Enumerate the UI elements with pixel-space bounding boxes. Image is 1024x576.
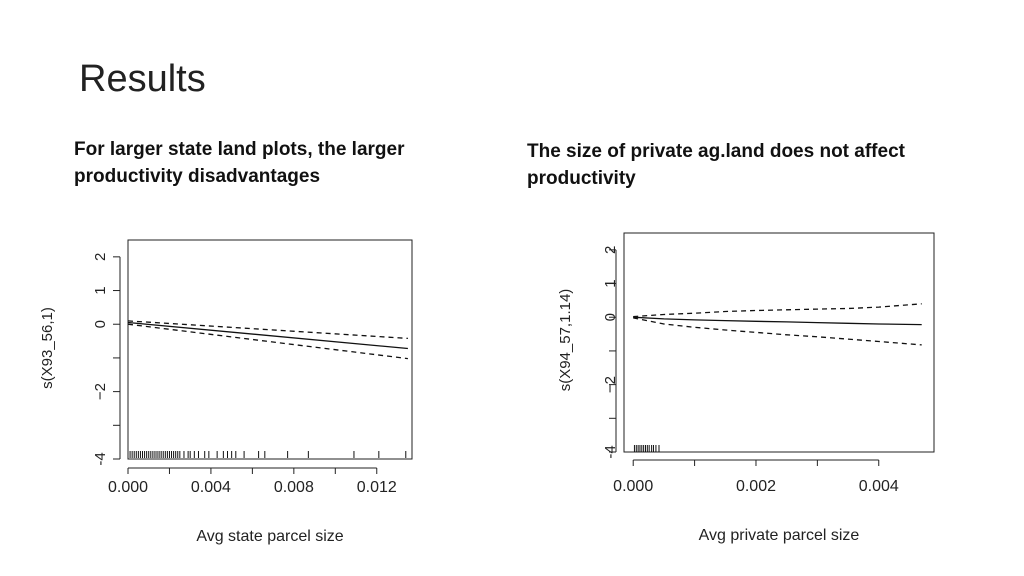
y-tick-label: 0 [92,320,109,328]
y-tick-label: 1 [92,286,109,294]
y-axis-title: s(X93_56,1) [39,307,56,389]
chart-right: -4 −2 0 1 2 s(X94_57,1.14) 0.000 0.002 0.004 Avg … [557,232,935,544]
y-tick-label: -4 [602,445,619,458]
x-tick-label: 0.008 [274,479,314,496]
series-fit-line [633,316,922,326]
y-axis-title: s(X94_57,1.14) [557,289,574,392]
x-tick-label: 0.000 [108,479,148,496]
x-axis-title: Avg state parcel size [196,528,343,545]
x-tick-label: 0.002 [736,478,776,495]
y-tick-label: 2 [602,246,619,254]
series-fit-line [127,321,408,350]
series-upper-line [127,320,408,340]
y-tick-label: -4 [92,452,109,465]
caption-left: For larger state land plots, the larger … [74,139,405,187]
chart-left: -4 −2 0 1 2 s(X93_56,1) 0.000 0.004 0.008 0.012 Av… [39,239,413,545]
plot-frame [127,239,413,460]
y-tick-label: 0 [602,313,619,321]
y-tick-label: −2 [602,376,619,393]
x-tick-label: 0.004 [191,479,231,496]
y-tick-label: 2 [92,253,109,261]
x-tick-label: 0.000 [613,478,653,495]
slide-title: Results [79,58,206,100]
y-tick-label: −2 [92,383,109,400]
series-lower-line [127,323,408,360]
y-tick-label: 1 [602,279,619,287]
series-lower-line [633,317,922,346]
x-tick-label: 0.012 [357,479,397,496]
plot-frame [623,232,935,453]
x-axis-title: Avg private parcel size [699,527,860,544]
x-tick-label: 0.004 [859,478,899,495]
series-upper-line [633,303,922,318]
caption-right: The size of private ag.land does not aff… [527,141,905,189]
